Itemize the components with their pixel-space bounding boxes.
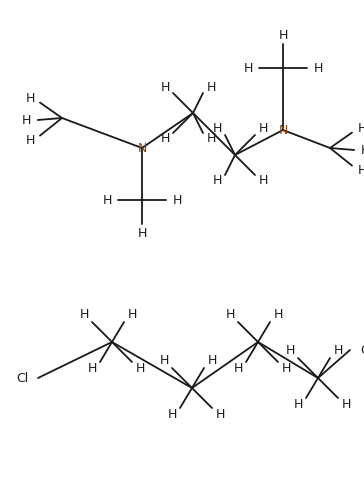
Text: H: H xyxy=(25,92,35,105)
Text: Cl: Cl xyxy=(16,372,28,385)
Text: H: H xyxy=(127,308,137,321)
Text: H: H xyxy=(102,194,112,206)
Text: H: H xyxy=(258,123,268,136)
Text: H: H xyxy=(167,409,177,422)
Text: Cl: Cl xyxy=(360,343,364,356)
Text: H: H xyxy=(258,174,268,187)
Text: H: H xyxy=(293,399,303,411)
Text: H: H xyxy=(135,363,145,376)
Text: H: H xyxy=(87,363,97,376)
Text: H: H xyxy=(360,144,364,157)
Text: N: N xyxy=(278,124,288,137)
Text: H: H xyxy=(160,80,170,93)
Text: H: H xyxy=(341,399,351,411)
Text: H: H xyxy=(225,308,235,321)
Text: H: H xyxy=(160,133,170,146)
Text: H: H xyxy=(215,409,225,422)
Text: N: N xyxy=(137,141,147,155)
Text: H: H xyxy=(212,174,222,187)
Text: H: H xyxy=(243,61,253,75)
Text: H: H xyxy=(79,308,89,321)
Text: H: H xyxy=(137,227,147,240)
Text: H: H xyxy=(333,344,343,357)
Text: H: H xyxy=(273,308,283,321)
Text: H: H xyxy=(172,194,182,206)
Text: H: H xyxy=(212,123,222,136)
Text: H: H xyxy=(285,344,295,357)
Text: H: H xyxy=(206,80,216,93)
Text: H: H xyxy=(159,354,169,367)
Text: H: H xyxy=(233,363,243,376)
Text: H: H xyxy=(357,122,364,135)
Text: H: H xyxy=(207,354,217,367)
Text: H: H xyxy=(281,363,291,376)
Text: H: H xyxy=(22,114,32,126)
Text: H: H xyxy=(206,133,216,146)
Text: H: H xyxy=(25,134,35,147)
Text: H: H xyxy=(278,28,288,42)
Text: H: H xyxy=(313,61,323,75)
Text: H: H xyxy=(357,164,364,177)
